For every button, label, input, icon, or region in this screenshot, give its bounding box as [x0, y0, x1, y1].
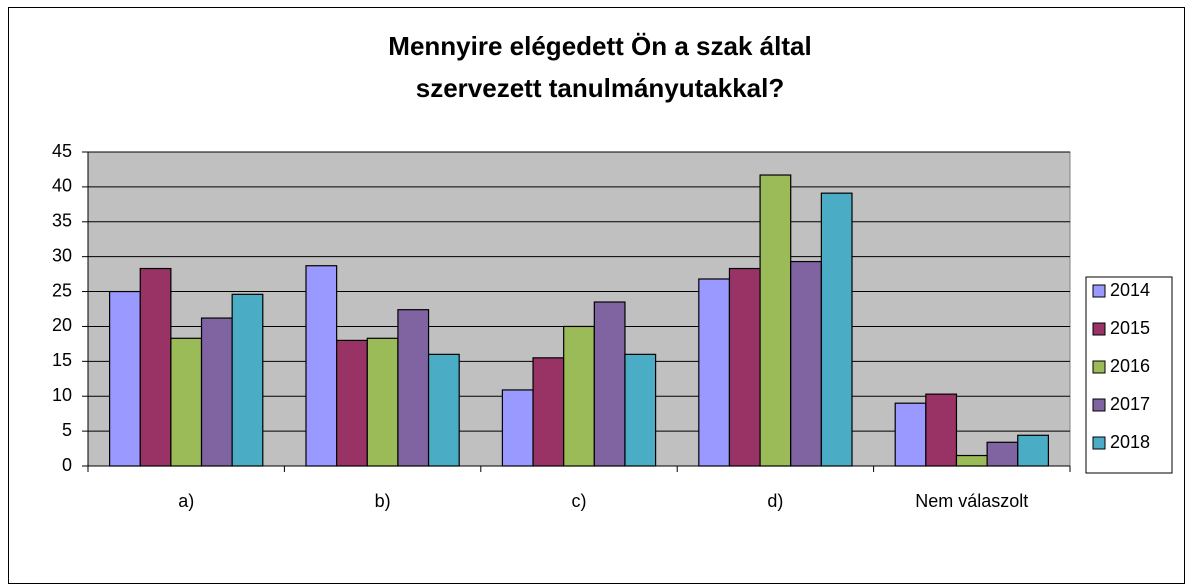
bar — [532, 357, 565, 467]
chart-title: Mennyire elégedett Ön a szak által szerve… — [388, 31, 811, 103]
bar — [593, 301, 626, 467]
legend-swatch — [1092, 322, 1106, 336]
bar — [427, 353, 460, 467]
y-tick-label: 40 — [52, 176, 72, 196]
bar — [366, 337, 399, 467]
legend-label: 2018 — [1110, 432, 1150, 452]
bar — [624, 353, 657, 467]
bar — [986, 441, 1019, 467]
bar — [563, 325, 595, 467]
bar — [109, 290, 141, 467]
x-tick-label: d) — [767, 491, 783, 511]
y-tick-label: 5 — [62, 420, 72, 440]
legend-swatch — [1092, 284, 1106, 298]
legend-label: 2016 — [1110, 356, 1150, 376]
bar — [698, 278, 731, 467]
bar — [397, 309, 430, 467]
legend-swatch — [1092, 398, 1106, 412]
y-tick-label: 10 — [52, 385, 72, 405]
x-tick-label: b) — [375, 491, 391, 511]
legend-swatch — [1092, 436, 1106, 450]
bar — [1017, 434, 1049, 467]
x-tick-label: Nem válaszolt — [915, 491, 1028, 511]
bar — [820, 192, 853, 467]
bar — [955, 454, 988, 467]
legend-label: 2015 — [1110, 318, 1150, 338]
bar — [790, 260, 822, 467]
legend-label: 2014 — [1110, 280, 1150, 300]
x-tick-label: c) — [572, 491, 587, 511]
bar — [231, 293, 264, 467]
y-tick-label: 15 — [52, 350, 72, 370]
bar — [336, 339, 368, 467]
bar — [501, 389, 534, 467]
y-tick-label: 35 — [52, 211, 72, 231]
legend-label: 2017 — [1110, 394, 1150, 414]
legend-swatch — [1092, 360, 1106, 374]
bar — [759, 174, 792, 467]
y-tick-label: 45 — [52, 141, 72, 161]
y-tick-label: 20 — [52, 315, 72, 335]
bar — [305, 265, 338, 467]
bar — [925, 393, 958, 467]
x-tick-label: a) — [178, 491, 194, 511]
bar — [894, 402, 927, 467]
bar — [200, 317, 233, 467]
bar — [170, 337, 203, 467]
bar — [728, 267, 761, 467]
bar — [139, 267, 172, 467]
y-tick-label: 0 — [62, 455, 72, 475]
y-tick-label: 25 — [52, 280, 72, 300]
y-tick-label: 30 — [52, 245, 72, 265]
